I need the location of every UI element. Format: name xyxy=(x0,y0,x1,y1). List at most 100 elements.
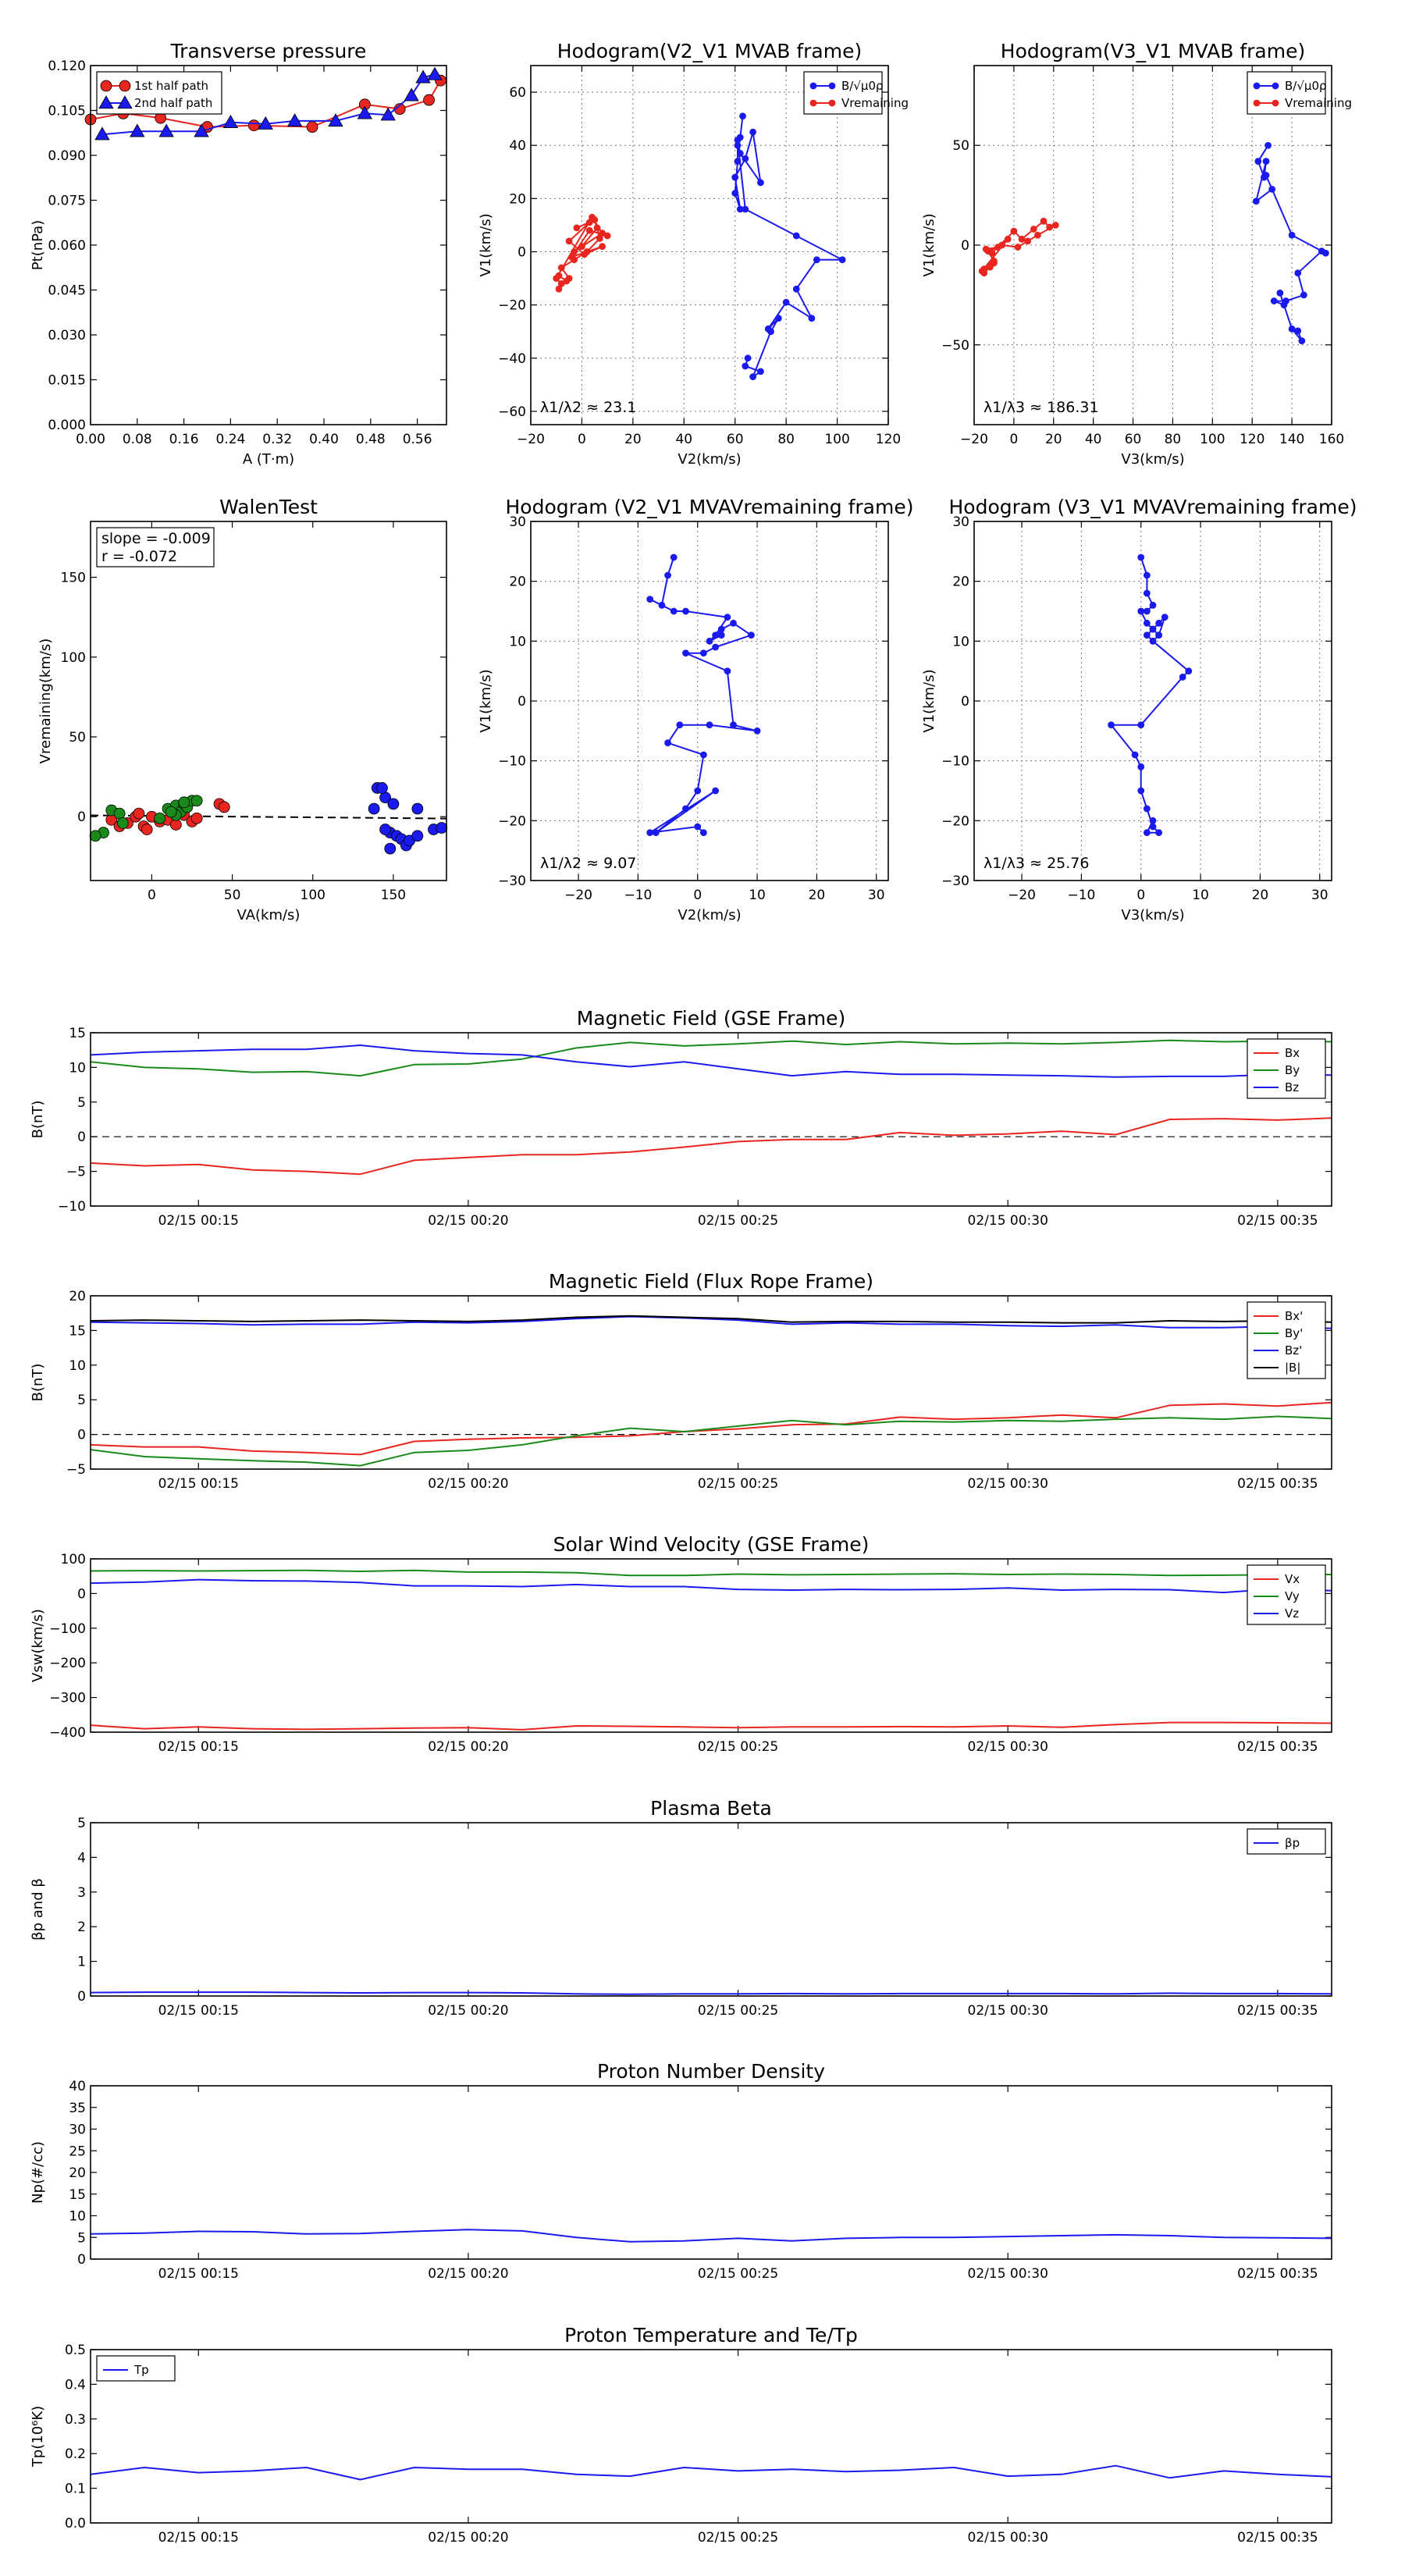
data-point xyxy=(730,619,737,627)
series-line-bz xyxy=(90,1315,1332,1329)
data-point xyxy=(411,802,424,815)
x-tick-label: −10 xyxy=(624,888,652,903)
x-tick-label: 02/15 00:35 xyxy=(1237,1476,1318,1492)
data-point xyxy=(585,226,593,234)
y-tick-label: 10 xyxy=(509,634,526,649)
data-point xyxy=(670,607,678,615)
y-tick-label: −30 xyxy=(498,873,526,889)
series-line-b xyxy=(90,1315,1332,1324)
x-tick-label: 02/15 00:35 xyxy=(1237,1739,1318,1755)
x-tick-label: 120 xyxy=(876,432,901,447)
series-line-by xyxy=(90,1039,1332,1077)
y-tick-label: 50 xyxy=(952,138,969,154)
hodogram-v3-mvab-chart: Hodogram(V3_V1 MVAB frame) −50 0 50 −20 0 20 40… xyxy=(921,40,1352,468)
data-point xyxy=(699,649,707,657)
eigenvalue-ratio-annotation: λ1/λ3 ≈ 25.76 xyxy=(984,855,1089,872)
x-tick-label: 02/15 00:15 xyxy=(158,1213,239,1229)
x-tick-label: 20 xyxy=(1045,432,1062,447)
y-tick-label: 15 xyxy=(69,1026,86,1041)
data-point xyxy=(706,637,713,645)
data-point xyxy=(130,123,145,137)
data-point xyxy=(988,249,996,257)
data-point xyxy=(1155,632,1163,639)
data-point xyxy=(717,625,725,633)
x-tick-label: 0 xyxy=(1009,432,1018,447)
data-point xyxy=(140,824,153,835)
data-point xyxy=(658,601,666,609)
series-line-bx xyxy=(90,1117,1332,1176)
data-point xyxy=(1294,269,1302,277)
x-tick-label: 02/15 00:15 xyxy=(158,2530,239,2546)
plot-frame xyxy=(90,1032,1332,1207)
y-tick-label: 0 xyxy=(961,694,969,710)
data-point xyxy=(742,205,749,213)
data-point xyxy=(1137,607,1145,615)
x-tick-label: 100 xyxy=(1200,432,1225,447)
legend: 1st half path 2nd half path xyxy=(96,71,222,115)
x-tick-label: 02/15 00:35 xyxy=(1237,2003,1318,2019)
data-point xyxy=(599,243,606,251)
series-line-vremaining xyxy=(981,220,1057,274)
x-tick-label: 140 xyxy=(1279,432,1304,447)
legend-label: Vremaining xyxy=(841,96,909,110)
y-tick-label: 20 xyxy=(69,1289,86,1304)
eigenvalue-ratio-annotation: λ1/λ2 ≈ 23.1 xyxy=(540,399,636,416)
data-point xyxy=(384,842,397,855)
data-point xyxy=(682,649,689,657)
data-point xyxy=(706,721,713,729)
data-point xyxy=(699,829,707,837)
x-tick-label: 02/15 00:30 xyxy=(968,1476,1048,1492)
y-tick-label: 3 xyxy=(77,1885,86,1901)
y-tick-label: −5 xyxy=(66,1165,86,1180)
y-tick-label: 20 xyxy=(509,191,526,207)
data-point xyxy=(694,787,702,795)
y-tick-label: 0 xyxy=(77,1428,86,1443)
y-tick-label: 2 xyxy=(77,1920,86,1935)
data-point xyxy=(1262,172,1270,179)
data-point xyxy=(1137,553,1145,561)
y-axis-label: B(nT) xyxy=(30,1101,46,1139)
data-point xyxy=(1276,289,1284,297)
series-line-p xyxy=(90,1991,1332,1995)
y-tick-label: 100 xyxy=(61,650,86,666)
legend-box xyxy=(803,71,883,115)
x-tick-label: 0.00 xyxy=(76,432,105,447)
data-point xyxy=(739,112,746,120)
data-point xyxy=(694,823,702,831)
data-point xyxy=(1131,751,1139,759)
x-tick-label: 0 xyxy=(1136,888,1145,903)
y-axis-label: V1(km/s) xyxy=(478,213,494,276)
data-point xyxy=(113,807,126,820)
data-point xyxy=(1149,817,1157,824)
x-tick-label: 30 xyxy=(1311,888,1329,903)
data-point xyxy=(154,812,166,824)
hodogram-v2-mvav-chart: Hodogram (V2_V1 MVAVremaining frame) −30 −… xyxy=(478,496,914,923)
data-point xyxy=(571,248,578,255)
data-point xyxy=(676,721,684,729)
legend-label: B/√μ0ρ xyxy=(841,79,884,93)
legend-label: |B| xyxy=(1285,1361,1300,1375)
data-point xyxy=(1254,158,1262,165)
x-tick-label: −20 xyxy=(517,432,545,447)
legend-label: Vremaining xyxy=(1285,96,1352,110)
plot-frame xyxy=(90,521,447,881)
y-tick-label: −300 xyxy=(49,1691,86,1706)
plot-frame xyxy=(90,1295,1332,1470)
chart-title: Proton Temperature and Te/Tp xyxy=(564,2324,858,2347)
y-axis-label: V1(km/s) xyxy=(921,213,937,276)
x-tick-label: 0.08 xyxy=(123,432,152,447)
series-line-vx xyxy=(90,1721,1332,1731)
y-tick-label: 35 xyxy=(69,2101,86,2116)
data-point xyxy=(1318,247,1325,255)
mag-gse-chart: Magnetic Field (GSE Frame) −10 −5 0 5 10 15 02/… xyxy=(30,1007,1332,1229)
data-point xyxy=(306,121,318,133)
data-point xyxy=(94,126,110,141)
x-tick-label: 100 xyxy=(301,888,325,903)
plot-frame xyxy=(90,2085,1332,2260)
legend-label: Bz' xyxy=(1285,1343,1302,1357)
legend-marker xyxy=(117,95,133,109)
x-tick-label: 02/15 00:15 xyxy=(158,1739,239,1755)
x-tick-label: 50 xyxy=(224,888,241,903)
data-point xyxy=(730,721,737,729)
data-point xyxy=(1288,325,1296,333)
